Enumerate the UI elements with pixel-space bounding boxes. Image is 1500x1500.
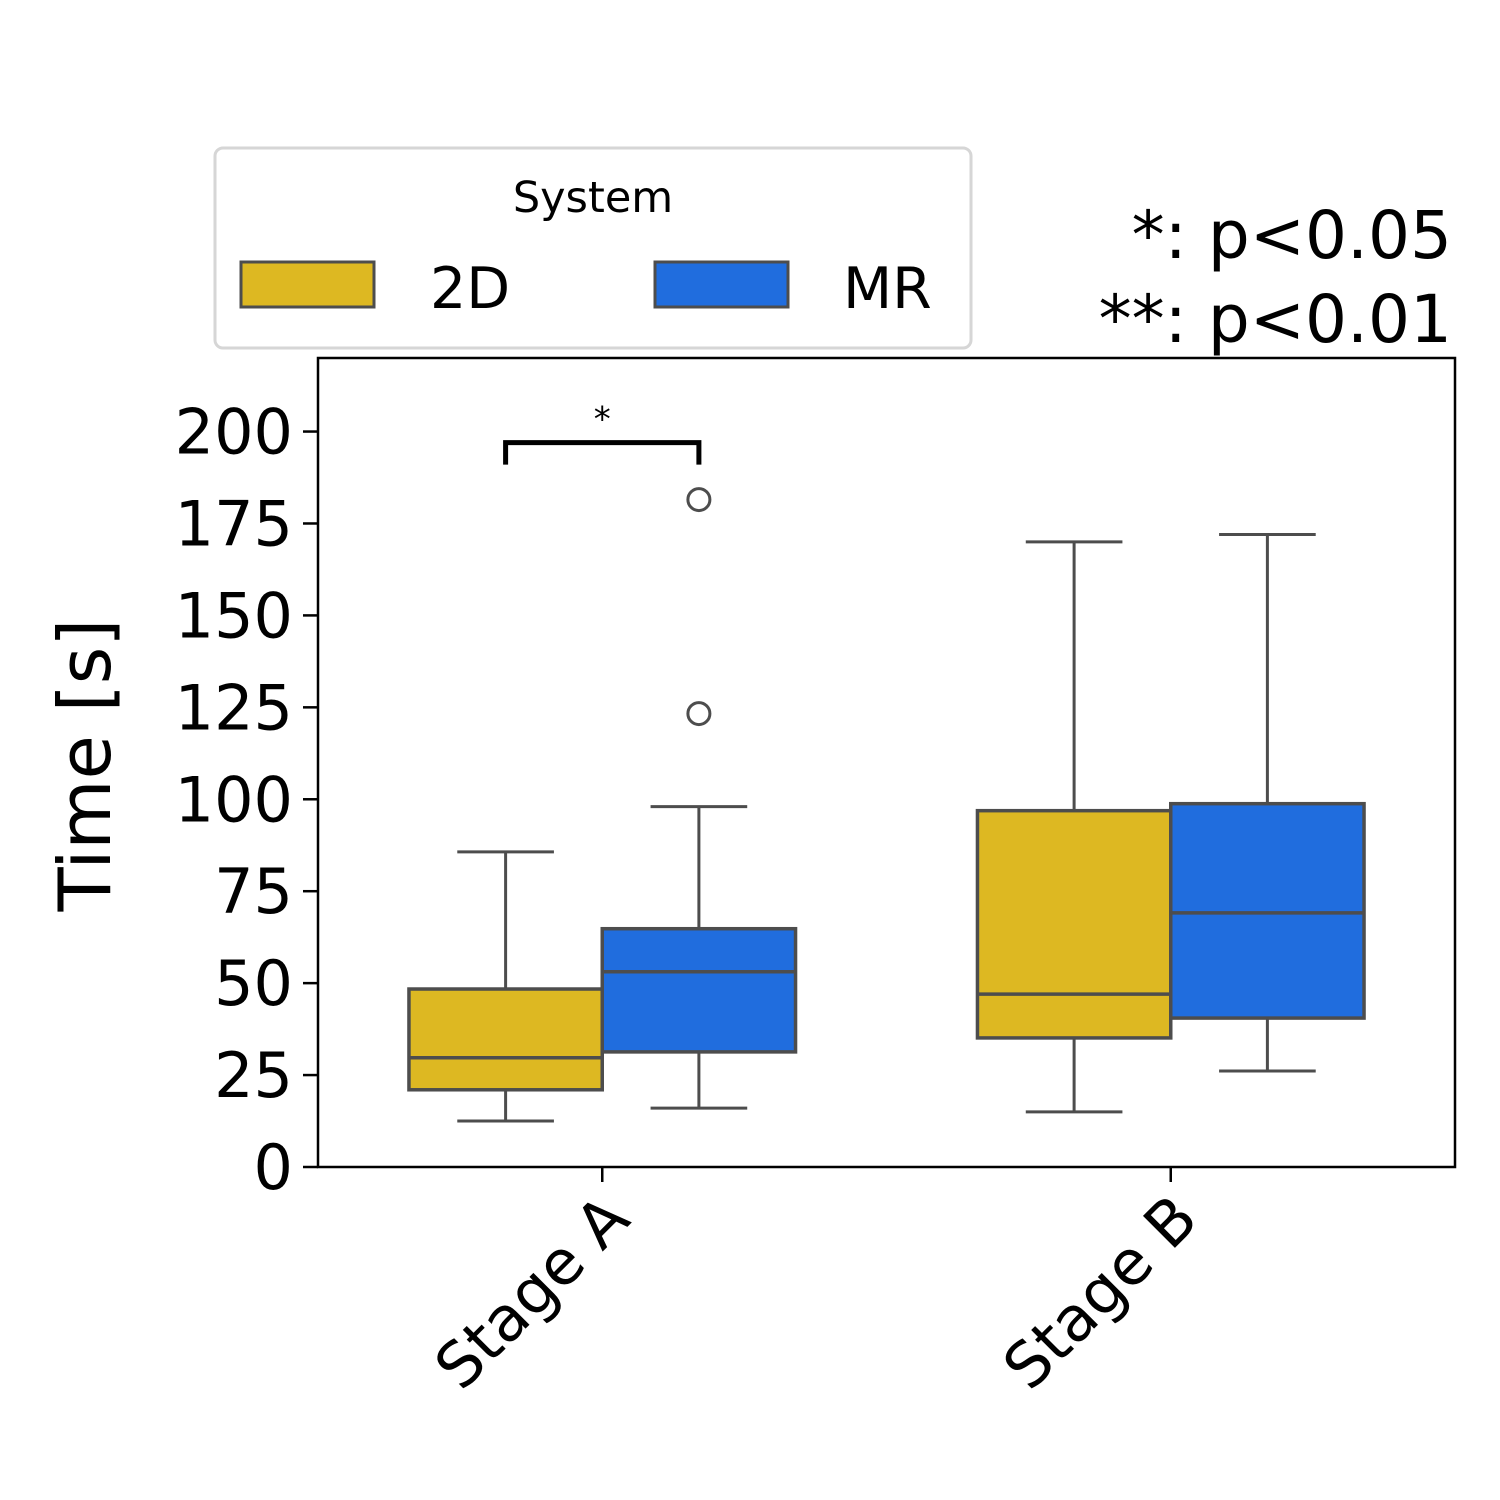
outlier-point bbox=[686, 701, 712, 727]
legend-swatch-mr bbox=[653, 260, 790, 309]
x-tick-label: Stage A bbox=[421, 1181, 643, 1403]
box-mr-stage-a bbox=[600, 487, 798, 1110]
box-iqr bbox=[407, 987, 604, 1092]
box-iqr bbox=[975, 808, 1173, 1040]
box-2d-stage-b bbox=[975, 540, 1173, 1114]
legend-swatch-2d bbox=[239, 260, 376, 309]
legend-label-mr: MR bbox=[843, 256, 932, 322]
boxes bbox=[407, 487, 1366, 1123]
y-tick-label: 150 bbox=[175, 579, 293, 652]
y-tick-label: 200 bbox=[175, 396, 293, 469]
y-tick-label: 0 bbox=[254, 1131, 293, 1204]
y-tick-label: 175 bbox=[175, 487, 293, 560]
y-tick-label: 125 bbox=[175, 671, 293, 744]
y-tick-label: 100 bbox=[175, 763, 293, 836]
plot-frame bbox=[316, 356, 1457, 1169]
y-tick-label: 25 bbox=[214, 1039, 293, 1112]
outlier-point bbox=[686, 487, 712, 513]
x-axis: Stage A Stage B bbox=[421, 1167, 1211, 1403]
y-axis-label: Time [s] bbox=[43, 619, 127, 913]
legend-label-2d: 2D bbox=[430, 256, 510, 322]
box-2d-stage-a bbox=[407, 850, 604, 1123]
y-tick-label: 50 bbox=[214, 947, 293, 1020]
significance-key-line-2: **: p<0.01 bbox=[1099, 281, 1452, 358]
y-tick-label: 75 bbox=[214, 855, 293, 928]
annotations: * bbox=[503, 400, 702, 465]
significance-star: * bbox=[594, 400, 611, 440]
y-axis: 0 25 50 75 100 125 150 175 200 bbox=[175, 396, 318, 1204]
significance-bracket bbox=[503, 440, 702, 465]
x-tick-label: Stage B bbox=[989, 1181, 1211, 1403]
significance-key: *: p<0.05 **: p<0.01 bbox=[1099, 197, 1452, 358]
legend-title: System bbox=[513, 173, 673, 223]
legend: System 2D MR bbox=[213, 146, 973, 350]
box-mr-stage-b bbox=[1169, 533, 1366, 1073]
box-iqr bbox=[1169, 801, 1366, 1020]
box-iqr bbox=[600, 926, 798, 1054]
significance-key-line-1: *: p<0.05 bbox=[1132, 197, 1452, 274]
